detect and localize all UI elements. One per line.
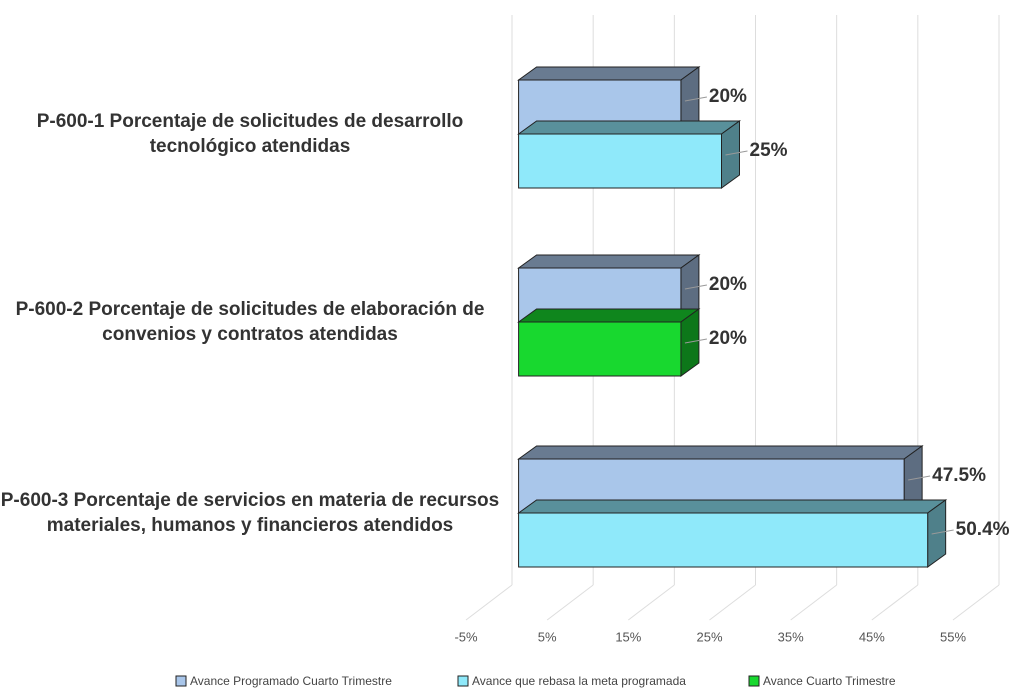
bar	[518, 133, 722, 189]
bar-top	[517, 308, 701, 323]
category-label: P-600-1 Porcentaje de solicitudes de des…	[36, 111, 464, 157]
data-label: 20%	[709, 274, 747, 295]
x-tick-label: 55%	[940, 629, 966, 644]
floor-line	[465, 584, 513, 621]
bar-top	[517, 66, 701, 81]
leader-line	[684, 284, 708, 290]
floor-line	[952, 584, 1000, 621]
bar-top	[517, 120, 742, 135]
bar	[518, 512, 929, 568]
leader-line	[908, 475, 931, 481]
leader-line	[725, 150, 748, 156]
bar-top	[517, 254, 701, 269]
category-label: P-600-2 Porcentaje de solicitudes de ela…	[15, 299, 485, 345]
x-tick-label: 35%	[778, 629, 804, 644]
leader-line	[931, 529, 954, 535]
legend-label: Avance Programado Cuarto Trimestre	[190, 674, 392, 688]
x-tick-label: 5%	[538, 629, 557, 644]
floor-line	[546, 584, 594, 621]
x-tick-label: 45%	[859, 629, 885, 644]
data-label: 25%	[750, 140, 788, 161]
category-label: P-600-3 Porcentaje de servicios en mater…	[0, 490, 500, 536]
legend-swatch	[175, 675, 187, 687]
data-label: 50.4%	[956, 519, 1010, 540]
x-tick-label: -5%	[454, 629, 478, 644]
x-tick-label: 15%	[615, 629, 641, 644]
bar-top	[517, 499, 948, 514]
x-tick-label: 25%	[696, 629, 722, 644]
floor-line	[871, 584, 919, 621]
bar-top	[517, 445, 924, 460]
leader-line	[684, 96, 708, 102]
legend-label: Avance que rebasa la meta programada	[472, 674, 686, 688]
data-label: 47.5%	[932, 465, 986, 486]
legend-label: Avance Cuarto Trimestre	[763, 674, 896, 688]
floor-line	[790, 584, 837, 621]
data-label: 20%	[709, 86, 747, 107]
legend-swatch	[748, 675, 760, 687]
bar	[518, 321, 682, 377]
legend-swatch	[457, 675, 469, 687]
floor-line	[628, 584, 675, 621]
data-label: 20%	[709, 328, 747, 349]
floor-line	[709, 584, 756, 621]
leader-line	[684, 338, 708, 344]
